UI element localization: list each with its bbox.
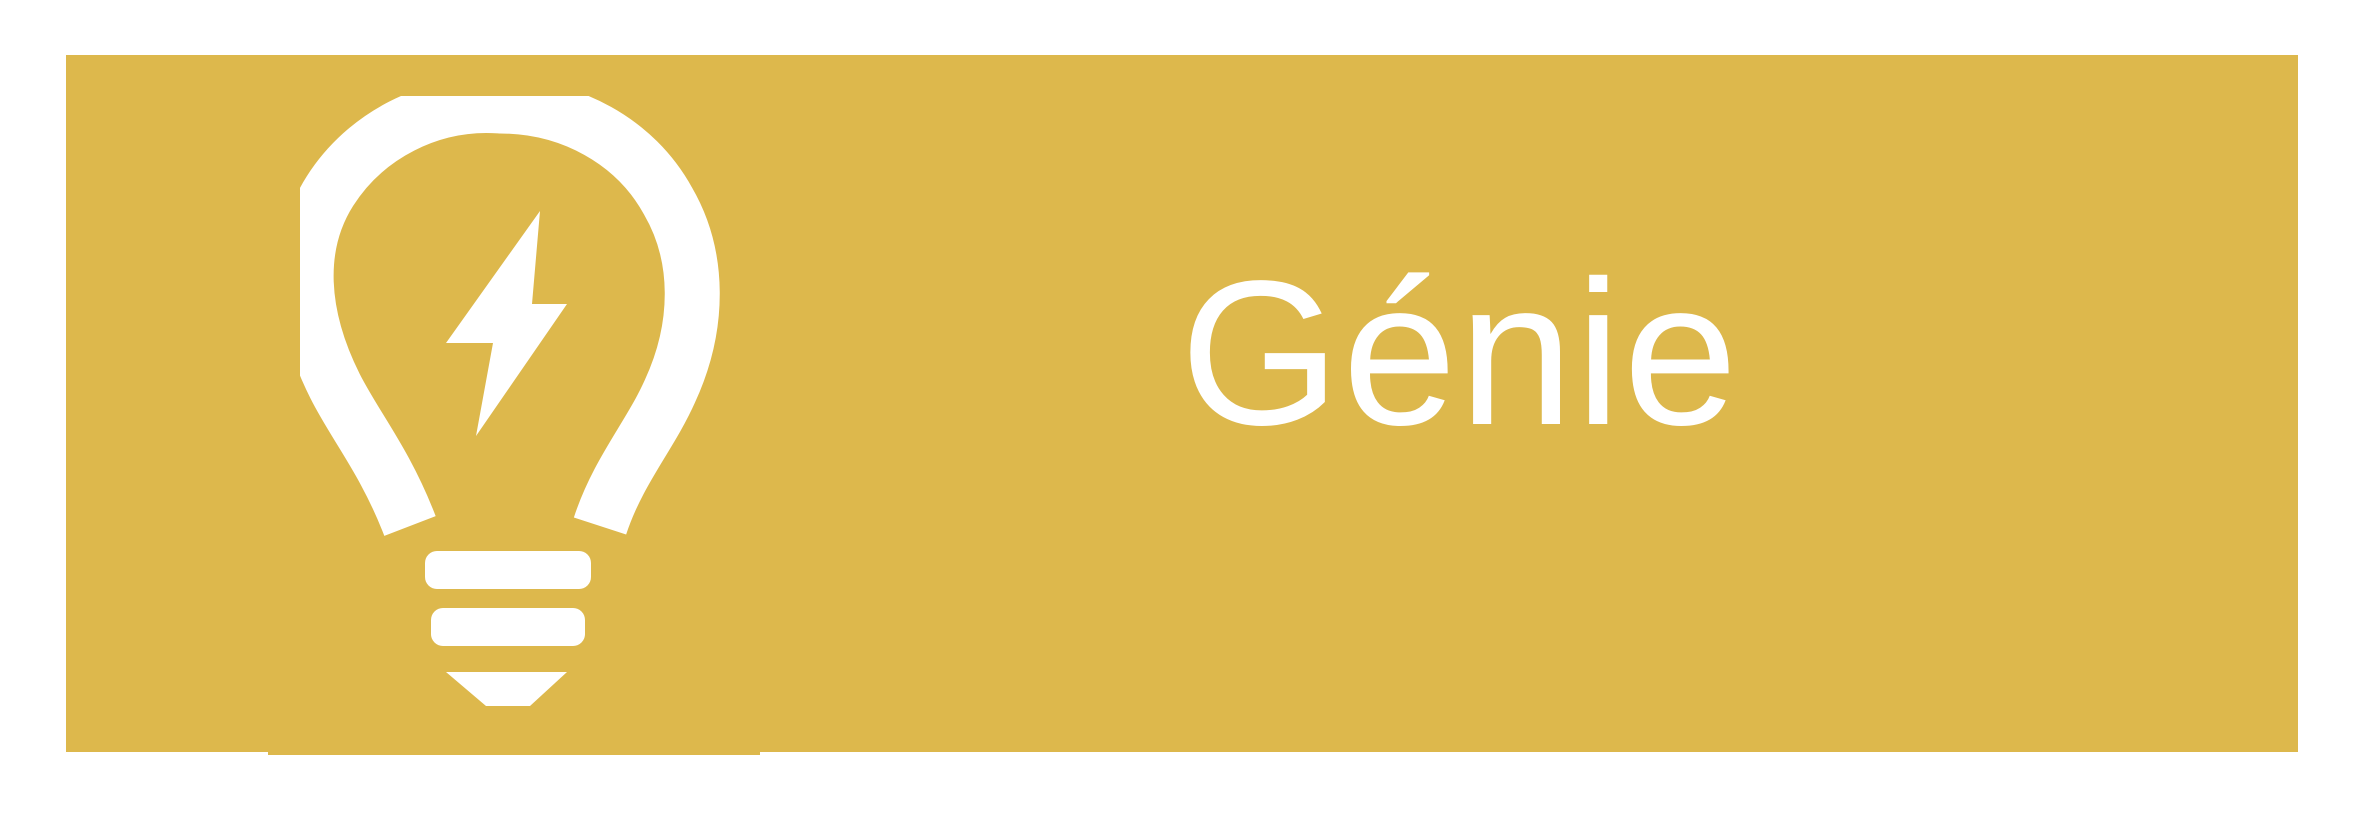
bulb-base-bar-1 bbox=[425, 551, 591, 589]
bulb-outline bbox=[300, 96, 720, 537]
lightning-bolt-icon bbox=[446, 211, 567, 436]
banner-bottom-tab bbox=[268, 750, 760, 755]
banner-title: Génie bbox=[1180, 238, 1740, 468]
lightbulb-icon bbox=[300, 96, 720, 706]
bulb-base-bar-2 bbox=[431, 608, 585, 646]
bulb-base-tip bbox=[446, 672, 567, 706]
